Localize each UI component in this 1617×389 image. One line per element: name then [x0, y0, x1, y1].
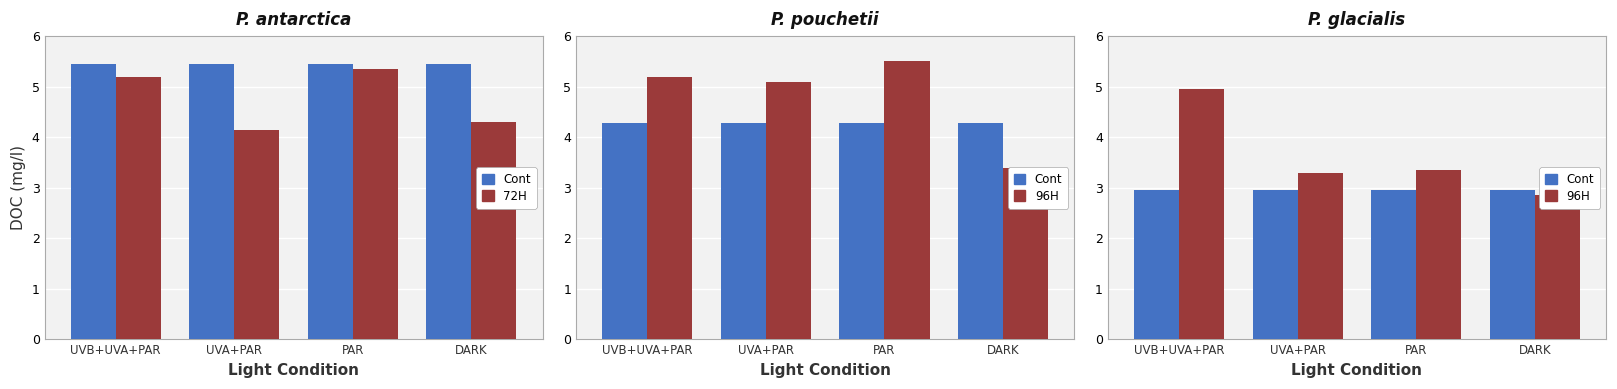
X-axis label: Light Condition: Light Condition	[1292, 363, 1423, 378]
Bar	[307, 64, 353, 340]
Bar	[1179, 89, 1224, 340]
Bar	[721, 123, 766, 340]
Bar	[1134, 190, 1179, 340]
Y-axis label: DOC (mg/l): DOC (mg/l)	[11, 145, 26, 230]
Title: P. pouchetii: P. pouchetii	[771, 11, 880, 29]
Bar	[1003, 168, 1048, 340]
X-axis label: Light Condition: Light Condition	[228, 363, 359, 378]
Bar	[839, 123, 884, 340]
Bar	[353, 69, 398, 340]
Legend: Cont, 96H: Cont, 96H	[1539, 167, 1599, 209]
Legend: Cont, 96H: Cont, 96H	[1007, 167, 1069, 209]
Bar	[1489, 190, 1535, 340]
Bar	[957, 123, 1003, 340]
Bar	[647, 77, 692, 340]
Bar	[602, 123, 647, 340]
Bar	[1371, 190, 1416, 340]
Bar	[1297, 173, 1342, 340]
Bar	[234, 130, 280, 340]
Bar	[1253, 190, 1297, 340]
Bar	[116, 77, 160, 340]
Bar	[1535, 195, 1580, 340]
Bar	[884, 61, 930, 340]
Bar	[472, 122, 516, 340]
X-axis label: Light Condition: Light Condition	[760, 363, 891, 378]
Title: P. glacialis: P. glacialis	[1308, 11, 1405, 29]
Bar	[71, 64, 116, 340]
Bar	[766, 82, 812, 340]
Bar	[1416, 170, 1462, 340]
Title: P. antarctica: P. antarctica	[236, 11, 351, 29]
Bar	[189, 64, 234, 340]
Bar	[427, 64, 472, 340]
Legend: Cont, 72H: Cont, 72H	[475, 167, 537, 209]
